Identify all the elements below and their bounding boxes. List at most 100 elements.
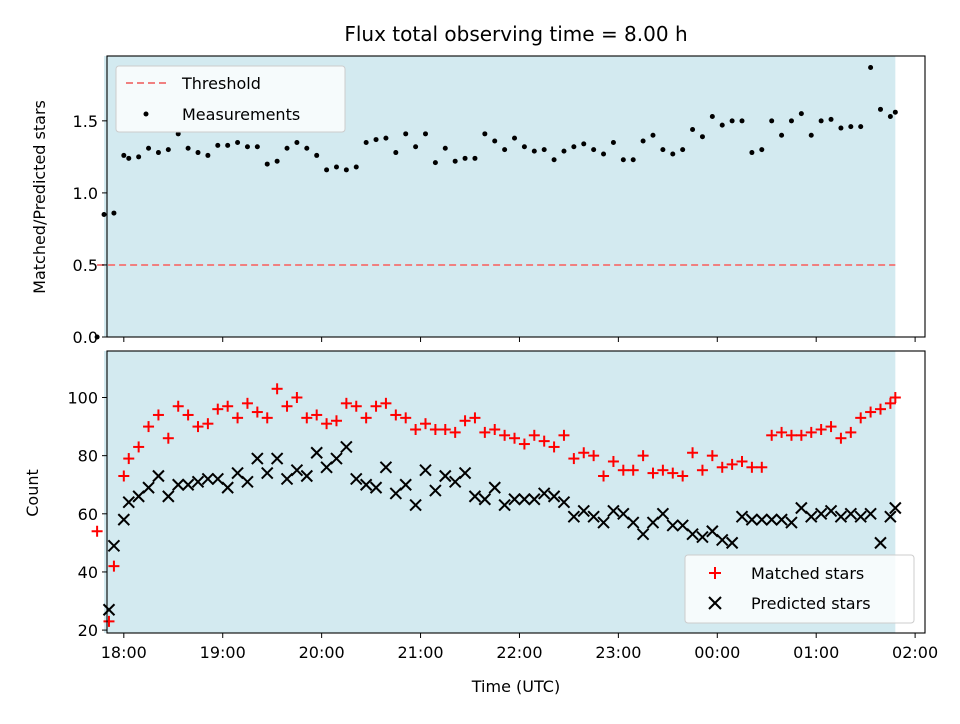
measurement-point [868, 65, 874, 71]
matched-star-point [489, 423, 501, 435]
predicted-star-point [359, 478, 373, 491]
measurement-point [739, 118, 745, 124]
predicted-star-point [330, 452, 343, 465]
measurement-point [284, 145, 290, 151]
matched-star-point [825, 421, 837, 433]
predicted-star-point [775, 513, 788, 526]
matched-star-point [212, 403, 224, 415]
predicted-star-point [340, 440, 353, 454]
matched-star-point [835, 432, 847, 444]
matched-star-point [548, 441, 560, 453]
predicted-star-point [181, 478, 195, 491]
matched-star-point [459, 415, 471, 427]
matched-star-point [143, 421, 155, 433]
matched-star-point [118, 470, 130, 482]
predicted-star-point [251, 452, 264, 465]
matched-star-point [855, 412, 867, 424]
predicted-star-point [686, 527, 699, 541]
measurement-point [788, 118, 794, 124]
matched-star-point [509, 432, 521, 444]
x-tick-label: 23:00 [595, 643, 641, 662]
matched-star-point [598, 470, 610, 482]
measurement-point [136, 154, 142, 160]
measurement-point [225, 142, 231, 148]
matched-star-point [162, 432, 174, 444]
y-tick-label: 0.0 [73, 328, 98, 347]
measurement-point [442, 145, 448, 151]
predicted-star-point [429, 484, 442, 497]
predicted-star-point [320, 461, 333, 474]
legend-predicted-label: Predicted stars [751, 594, 871, 613]
matched-star-point [746, 461, 758, 473]
legend-box-bottom [684, 554, 915, 624]
predicted-star-point [725, 536, 739, 550]
predicted-star-point [439, 469, 452, 483]
measurement-point [94, 334, 100, 340]
predicted-star-point [537, 487, 551, 500]
measurement-point [472, 155, 478, 161]
matched-star-point [241, 397, 253, 409]
matched-star-point [400, 412, 412, 424]
measurement-point [630, 157, 636, 163]
predicted-star-point [122, 495, 135, 509]
predicted-star-point [488, 481, 501, 494]
legend-matched-label: Matched stars [751, 564, 864, 583]
measurement-point [185, 145, 191, 151]
legend-matched-swatch [709, 567, 721, 579]
matched-star-point [756, 461, 768, 473]
y-ticks-top: 0.0 0.5 1.0 1.5 [73, 112, 107, 347]
measurement-point [413, 144, 419, 150]
predicted-star-point [241, 475, 254, 489]
matched-star-point [350, 400, 362, 412]
predicted-star-point [478, 493, 492, 506]
measurement-point [887, 114, 893, 120]
predicted-star-point [419, 463, 432, 477]
matched-star-point [647, 467, 659, 479]
matched-star-point [182, 409, 194, 421]
legend-top: Threshold Measurements [115, 65, 346, 133]
measurement-point [244, 144, 250, 150]
measurement-point [452, 158, 458, 164]
ratio-marks [94, 65, 898, 340]
y-tick-label: 1.5 [73, 112, 98, 131]
legend-threshold-label: Threshold [181, 74, 261, 93]
measurement-point [235, 139, 241, 145]
measurement-point [333, 164, 339, 170]
predicted-star-point [468, 490, 482, 503]
measurement-point [492, 138, 498, 144]
predicted-star-point [567, 510, 581, 523]
matched-star-point [677, 470, 689, 482]
predicted-star-point [498, 498, 511, 512]
predicted-star-point [152, 469, 165, 483]
matched-star-point [152, 409, 164, 421]
matched-star-point [776, 426, 788, 438]
legend-measurements-label: Measurements [182, 105, 300, 124]
x-tick-label: 19:00 [200, 643, 246, 662]
measurement-point [324, 167, 330, 173]
measurement-point [432, 160, 438, 166]
predicted-star-point [162, 490, 175, 503]
measurement-point [551, 157, 557, 163]
y-axis-label-count: Count [23, 469, 42, 517]
predicted-star-point [696, 530, 709, 544]
measurement-point [343, 167, 349, 173]
matched-star-point [716, 461, 728, 473]
matched-star-point [192, 421, 204, 433]
measurement-point [858, 124, 864, 130]
matched-star-point [291, 392, 303, 404]
predicted-star-point [547, 490, 561, 503]
measurement-point [155, 150, 161, 156]
measurement-point [892, 109, 898, 115]
predicted-star-point [221, 481, 234, 494]
x-tick-label: 18:00 [101, 643, 147, 662]
predicted-star-point [814, 507, 828, 521]
measurement-point [205, 152, 211, 158]
measurement-point [314, 152, 320, 158]
measurement-point [521, 144, 527, 150]
measurement-point [798, 111, 804, 117]
measurement-point [165, 147, 171, 153]
y-tick-label: 100 [67, 389, 98, 408]
measurement-point [195, 150, 201, 156]
predicted-star-point [889, 501, 902, 515]
measurement-point [877, 106, 883, 112]
